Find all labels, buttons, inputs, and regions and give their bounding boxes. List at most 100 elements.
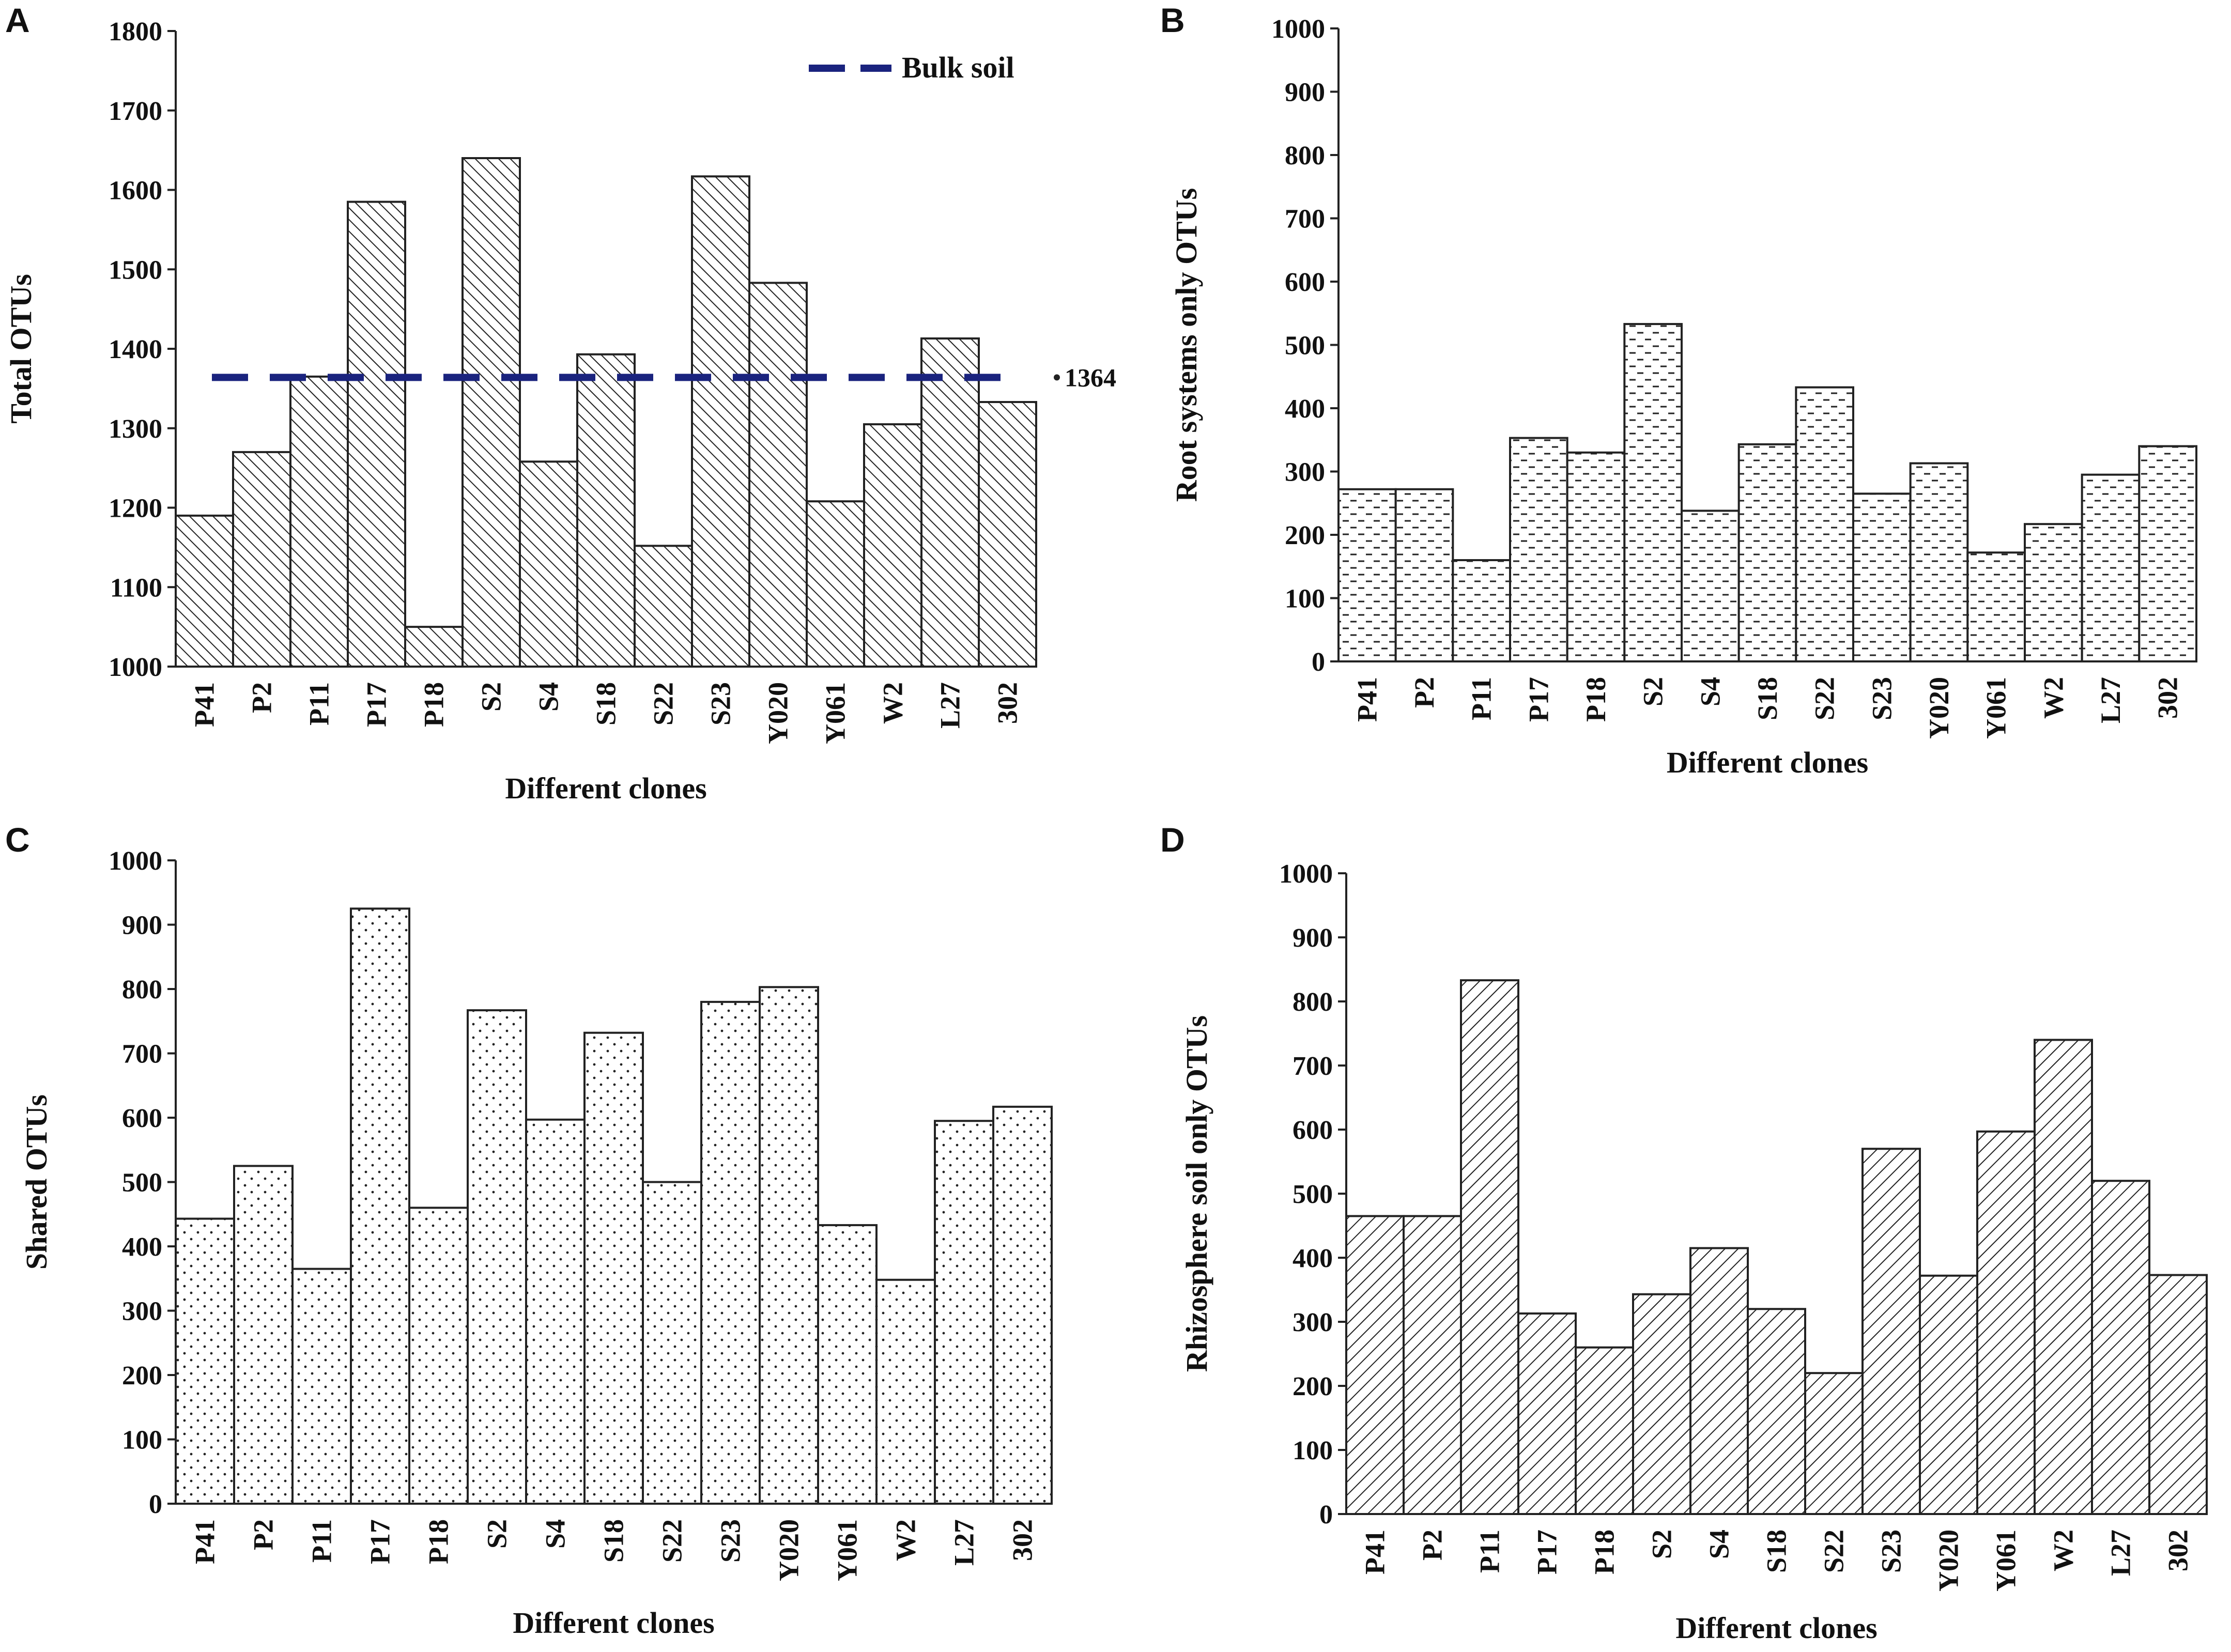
panel-c-bar-p41 — [175, 1217, 235, 1505]
panel-d-bar-s18 — [1747, 1308, 1806, 1515]
panel-c: C 0 100 200 300 400 500 600 700 800 900 1000 P41 P2 P… — [5, 821, 1053, 1640]
panel-b-bar-302 — [2138, 445, 2198, 662]
panel-a-y-tick-label: 1300 — [109, 414, 162, 444]
panel-a-y-tick-label: 1500 — [109, 255, 162, 285]
panel-letter-a: A — [5, 1, 30, 39]
panel-a-y-tick-label: 1600 — [109, 176, 162, 206]
panel-c-category-label: P2 — [248, 1519, 279, 1550]
panel-b-bar-y061 — [1966, 551, 2026, 663]
panel-a-bar-w2 — [863, 423, 922, 668]
panel-d-y-tick-label: 500 — [1293, 1180, 1333, 1209]
panel-c-y-tick-label: 600 — [122, 1104, 162, 1133]
panel-b-category-label: P18 — [1580, 677, 1611, 722]
panel-a-category-label: P11 — [304, 682, 335, 725]
panel-c-bar-302 — [992, 1105, 1053, 1505]
panel-b-category-label: P41 — [1351, 677, 1382, 722]
panel-a-category-label: S22 — [648, 682, 679, 725]
panel-a-bar-s22 — [634, 545, 693, 668]
panel-b-y-tick-label: 600 — [1285, 268, 1325, 297]
legend-label: Bulk soil — [902, 51, 1014, 84]
panel-d-x-axis-title: Different clones — [1675, 1611, 1877, 1645]
panel-c-bar-p11 — [291, 1268, 352, 1505]
panel-d-category-label: S22 — [1819, 1530, 1850, 1573]
panel-d-y-axis-title: Rhizosphere soil only OTUs — [1180, 1015, 1213, 1372]
panel-b-y-tick-label: 400 — [1285, 394, 1325, 424]
panel-d-bar-p18 — [1575, 1346, 1634, 1516]
panel-c-y-tick-label: 100 — [122, 1426, 162, 1455]
panel-a-y-tick-label: 1000 — [109, 653, 162, 682]
panel-c-bar-s23 — [700, 1000, 761, 1505]
panel-a-category-label: 302 — [992, 682, 1023, 724]
panel-a-y-tick-label: 1400 — [109, 335, 162, 364]
panel-a-category-label: L27 — [935, 682, 966, 729]
panel-d-y-tick-label: 900 — [1293, 923, 1333, 953]
panel-c-category-label: P11 — [306, 1519, 337, 1563]
panel-b-x-axis-title: Different clones — [1667, 746, 1868, 779]
panel-a-y-tick-label: 1200 — [109, 494, 162, 523]
panel-d-category-label: P11 — [1474, 1530, 1505, 1573]
panel-c-category-label: S4 — [540, 1519, 571, 1549]
panel-c-bar-s2 — [467, 1009, 527, 1505]
panel-a-category-label: W2 — [878, 682, 909, 724]
panel-b-category-label: P17 — [1523, 677, 1554, 722]
panel-c-bar-s4 — [525, 1118, 586, 1505]
panel-c-category-label: P18 — [423, 1519, 454, 1564]
panel-c-y-axis-title: Shared OTUs — [20, 1094, 53, 1270]
panel-d-y-tick-label: 0 — [1319, 1500, 1333, 1530]
panel-c-y-tick-label: 400 — [122, 1232, 162, 1262]
panel-b-bar-s18 — [1737, 443, 1797, 662]
panel-c-y-tick-label: 900 — [122, 911, 162, 940]
panel-c-y-tick-label: 0 — [149, 1490, 162, 1519]
panel-c-y-tick-label: 1000 — [109, 846, 162, 876]
panel-d-y-tick-label: 400 — [1293, 1244, 1333, 1273]
panel-d-bar-p11 — [1460, 979, 1519, 1515]
panel-b-y-tick-label: 300 — [1285, 458, 1325, 487]
panel-c-category-label: S23 — [715, 1519, 746, 1563]
panel-a-category-label: Y061 — [820, 682, 851, 744]
panel-c-category-label: S18 — [598, 1519, 629, 1563]
panel-b-bar-w2 — [2024, 523, 2083, 662]
panel-d-bar-s2 — [1632, 1293, 1691, 1515]
panel-d-y-tick-label: 600 — [1293, 1116, 1333, 1145]
panel-c-category-label: Y061 — [832, 1519, 863, 1581]
panel-a-plot: 1000 1100 1200 1300 1400 1500 1600 1700 1800 P41 P… — [109, 17, 1037, 744]
panel-b-category-label: S4 — [1695, 677, 1726, 706]
panel-a-y-tick-label: 1800 — [109, 17, 162, 47]
panel-b-y-tick-label: 500 — [1285, 331, 1325, 361]
panel-b-category-label: L27 — [2095, 677, 2126, 723]
panel-a-category-label: S23 — [705, 682, 736, 725]
panel-a-bar-p17 — [347, 200, 406, 668]
panel-a-category-label: Y020 — [763, 682, 794, 744]
panel-d-y-tick-label: 100 — [1293, 1436, 1333, 1465]
panel-d-bar-y061 — [1976, 1130, 2036, 1515]
reference-marker-icon — [1054, 374, 1060, 381]
panel-a-category-label: P41 — [189, 682, 220, 727]
panel-c-category-label: 302 — [1007, 1519, 1038, 1561]
reference-line-group: 1364 — [212, 363, 1116, 392]
panel-d-bar-p41 — [1345, 1215, 1405, 1515]
panel-letter-d: D — [1160, 821, 1185, 859]
bulk-soil-legend: Bulk soil — [809, 51, 1014, 84]
panel-a-category-label: S4 — [533, 682, 564, 712]
panel-d-category-label: Y061 — [1991, 1530, 2022, 1592]
panel-b-bar-p2 — [1394, 488, 1454, 662]
panel-c-bar-p17 — [350, 907, 410, 1505]
panel-c-category-label: S2 — [482, 1519, 513, 1549]
panel-b-category-label: Y020 — [1924, 677, 1955, 739]
panel-d-category-label: P2 — [1417, 1530, 1448, 1561]
panel-a-bar-s23 — [691, 175, 750, 668]
panel-letter-c: C — [5, 821, 30, 859]
panel-d-bar-s22 — [1804, 1372, 1864, 1515]
panel-a-bar-s4 — [519, 460, 578, 668]
panel-a-bar-p18 — [404, 626, 464, 668]
panel-a: A 1000 1100 1200 1300 1400 1500 1600 1700 1800 P4… — [4, 1, 1037, 805]
panel-d-bar-s23 — [1861, 1148, 1921, 1515]
panel-a-bar-y020 — [748, 282, 808, 668]
panel-a-bar-s18 — [576, 353, 636, 668]
panel-c-category-label: P41 — [190, 1519, 221, 1564]
panel-a-bar-y061 — [806, 500, 865, 668]
panel-d-y-tick-label: 300 — [1293, 1308, 1333, 1337]
panel-b-bar-y020 — [1909, 462, 1969, 662]
panel-a-bar-s2 — [461, 157, 521, 668]
panel-b-category-label: W2 — [2038, 677, 2069, 719]
